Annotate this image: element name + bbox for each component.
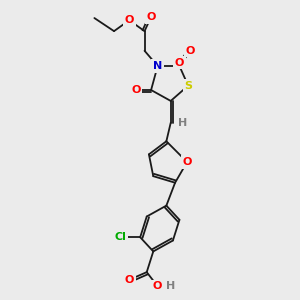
Text: O: O <box>153 281 162 291</box>
Text: O: O <box>175 58 184 68</box>
Text: Cl: Cl <box>115 232 127 242</box>
Text: S: S <box>184 81 192 91</box>
Text: O: O <box>124 15 134 25</box>
Text: O: O <box>186 46 195 56</box>
Text: O: O <box>182 157 192 167</box>
Text: O: O <box>146 12 156 22</box>
Text: O: O <box>124 275 134 285</box>
Text: H: H <box>178 118 187 128</box>
Text: O: O <box>131 85 140 95</box>
Text: N: N <box>153 61 162 71</box>
Text: H: H <box>166 281 175 291</box>
